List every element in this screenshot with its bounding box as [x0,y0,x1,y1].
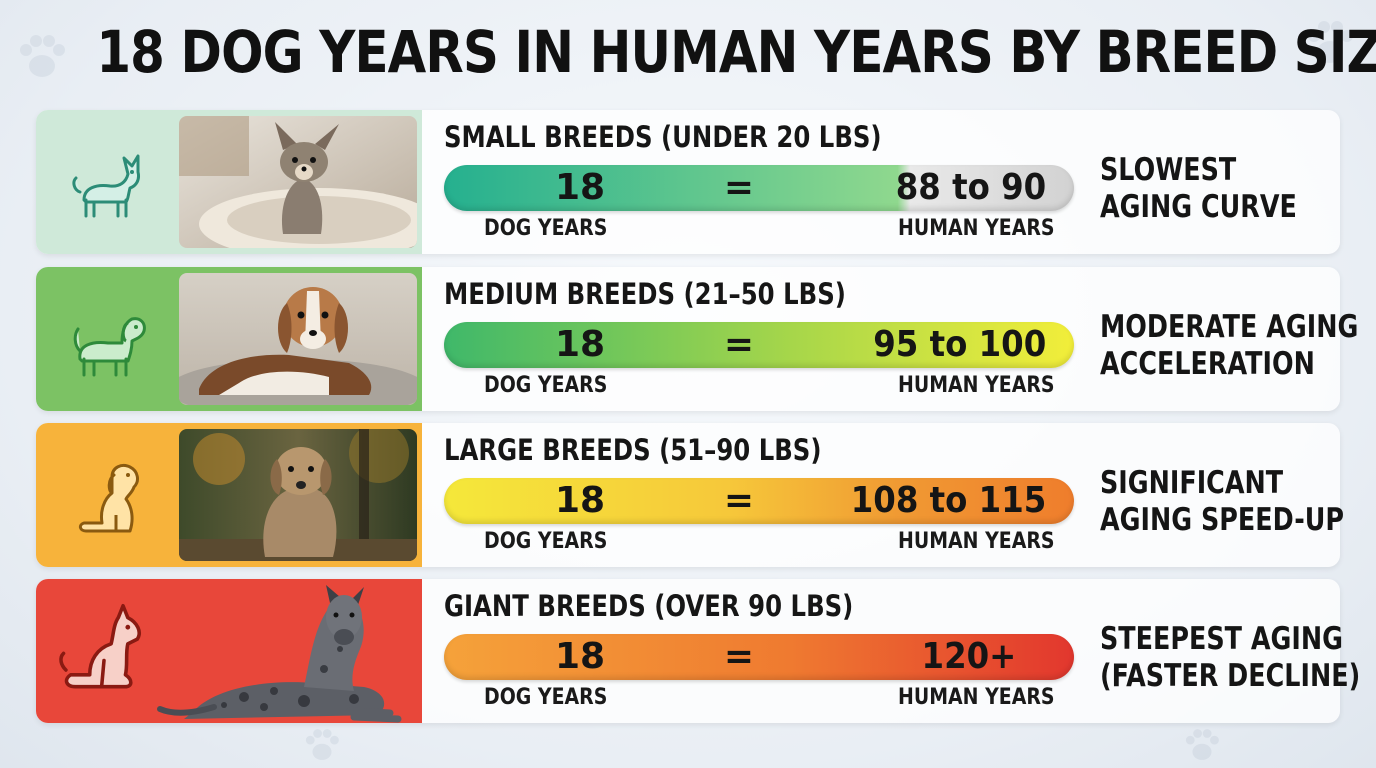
aging-description: MODERATE AGING ACCELERATION [1100,309,1358,383]
breed-panel [36,110,422,254]
age-bar: 18 = 108 to 115 [444,478,1074,524]
background-paw-icon [305,729,339,760]
aging-description-line: ACCELERATION [1100,346,1315,382]
dog-years-label: DOG YEARS [484,529,608,554]
human-years-value: 95 to 100 [872,324,1046,365]
aging-description: SLOWEST AGING CURVE [1100,152,1297,226]
background-paw-icon [1308,21,1353,63]
aging-description-line: SLOWEST [1100,152,1237,188]
human-years-label: HUMAN YEARS [898,529,1055,554]
aging-description-line: STEEPEST AGING [1100,621,1344,657]
equals-sign: = [723,636,755,677]
breed-category: MEDIUM BREEDS (21–50 LBS) [444,277,846,311]
medium-dog-photo [179,273,417,405]
age-bar: 18 = 120+ [444,634,1074,680]
age-bar: 18 = 95 to 100 [444,322,1074,368]
human-years-label: HUMAN YEARS [898,216,1055,241]
dog-years-label: DOG YEARS [484,373,608,398]
equals-sign: = [723,167,755,208]
breed-category: SMALL BREEDS (UNDER 20 LBS) [444,120,882,154]
breed-category: GIANT BREEDS (OVER 90 LBS) [444,589,854,623]
large-dog-photo [179,429,417,561]
equals-sign: = [723,324,755,365]
breed-row-medium: MEDIUM BREEDS (21–50 LBS) 18 = 95 to 100… [36,267,1358,411]
breed-panel [36,579,422,723]
background-paw-icon [20,35,65,77]
human-years-value: 120+ [921,636,1016,677]
dog-years-value: 18 [554,167,606,208]
aging-description-line: AGING SPEED-UP [1100,502,1345,538]
dog-years-value: 18 [554,636,606,677]
breed-row-small: SMALL BREEDS (UNDER 20 LBS) 18 = 88 to 9… [36,110,1340,254]
aging-description-line: (FASTER DECLINE) [1100,658,1361,694]
breed-category: LARGE BREEDS (51–90 LBS) [444,433,822,467]
breed-panel [36,267,422,411]
small-dog-photo [179,116,417,248]
aging-description: SIGNIFICANT AGING SPEED-UP [1100,465,1344,539]
sitting-dog-icon [78,463,139,533]
aging-description-line: AGING CURVE [1100,189,1297,225]
page-title: 18 DOG YEARS IN HUMAN YEARS BY BREED SIZ… [96,18,1376,86]
dog-years-value: 18 [554,480,606,521]
breed-row-large: LARGE BREEDS (51–90 LBS) 18 = 108 to 115… [36,423,1344,567]
chihuahua-icon [72,154,140,218]
dog-years-label: DOG YEARS [484,685,608,710]
background-paw-icon [1185,729,1219,760]
aging-description-line: SIGNIFICANT [1100,465,1284,501]
great-dane-icon [59,603,141,689]
age-bar: 18 = 88 to 90 [444,165,1074,211]
human-years-label: HUMAN YEARS [898,685,1055,710]
breed-row-giant: GIANT BREEDS (OVER 90 LBS) 18 = 120+ DOG… [36,579,1360,723]
human-years-value: 108 to 115 [850,480,1046,521]
human-years-label: HUMAN YEARS [898,373,1055,398]
dog-years-label: DOG YEARS [484,216,608,241]
dog-years-value: 18 [554,324,606,365]
equals-sign: = [723,480,755,521]
human-years-value: 88 to 90 [895,167,1046,208]
beagle-icon [73,317,146,377]
aging-description-line: MODERATE AGING [1100,309,1359,345]
breed-panel [36,423,422,567]
giant-dog-photo [157,585,402,723]
aging-description: STEEPEST AGING (FASTER DECLINE) [1100,621,1360,695]
